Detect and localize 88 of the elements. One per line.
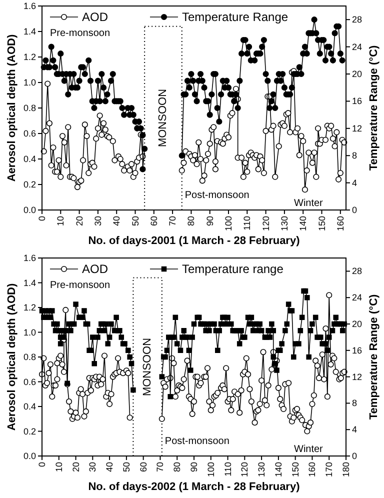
x-tick-label: 80: [186, 216, 196, 226]
y-tick-label: 0.2: [23, 426, 36, 436]
y-tick-label: 0.6: [23, 376, 36, 387]
x-tick-label: 90: [204, 216, 215, 226]
x-tick-label: 40: [112, 216, 122, 226]
x-tick-label: 60: [148, 216, 159, 226]
x-tick-label: 110: [222, 462, 233, 476]
y-axis-title: Aerosol optical depth (AOD): [6, 34, 18, 182]
y2-tick-label: 8: [352, 398, 358, 408]
y2-tick-label: 0: [352, 205, 358, 215]
annotation: MONSOON: [142, 338, 154, 396]
x-tick-label: 10: [56, 216, 66, 226]
x-tick-label: 40: [104, 462, 115, 472]
x-tick-label: 0: [37, 216, 47, 222]
x-tick-label: 70: [168, 216, 178, 226]
x-tick-label: 50: [130, 216, 140, 226]
y-tick-label: 1.4: [23, 26, 36, 36]
x-tick-label: 150: [316, 216, 327, 232]
y-tick-label: 1.6: [23, 1, 36, 11]
y-tick-label: 1.6: [23, 253, 36, 263]
x-tick-label: 20: [74, 216, 84, 226]
x-tick-label: 0: [37, 462, 47, 468]
x-tick-label: 150: [290, 462, 300, 478]
x-tick-label: 20: [70, 462, 81, 472]
y2-tick-label: 16: [352, 96, 362, 106]
x-tick-label: 130: [279, 216, 290, 232]
annotation: Pre-monsoon: [50, 28, 110, 39]
annotation: Post-monsoon: [164, 436, 230, 447]
y-axis-title: Aerosol optical depth (AOD): [6, 283, 18, 431]
y2-axis-title: Temperature Range (°C): [368, 294, 380, 420]
y2-tick-label: 28: [352, 14, 362, 25]
y-tick-label: 1.0: [23, 327, 36, 338]
y2-axis-title: Temperature Range (°C): [368, 45, 380, 171]
x-tick-label: 160: [335, 216, 346, 232]
y2-tick-label: 24: [352, 292, 362, 303]
y-tick-label: 1.2: [23, 302, 36, 312]
y2-tick-label: 4: [352, 424, 358, 435]
annotation: Winter: [294, 198, 324, 209]
y2-tick-label: 28: [352, 266, 362, 276]
x-tick-label: 70: [155, 462, 166, 472]
x-axis-title: No. of days-2001 (1 March - 28 February): [88, 235, 300, 247]
annotation: Pre-monsoon: [50, 280, 110, 291]
x-tick-label: 100: [206, 462, 216, 478]
x-tick-label: 140: [273, 462, 284, 478]
annotation: MONSOON: [157, 88, 170, 148]
y-tick-label: 0.0: [23, 205, 36, 215]
y-tick-label: 0.4: [23, 154, 36, 164]
x-tick-label: 80: [172, 462, 182, 472]
legend-label: AOD: [82, 10, 108, 24]
x-tick-label: 130: [256, 462, 267, 478]
y2-tick-label: 12: [352, 123, 362, 134]
y-tick-label: 0.0: [23, 451, 36, 461]
y-tick-label: 1.0: [23, 78, 36, 88]
x-tick-label: 10: [54, 462, 64, 472]
x-tick-label: 60: [138, 462, 148, 472]
y-tick-label: 0.6: [23, 128, 36, 138]
y-tick-label: 0.8: [23, 103, 36, 113]
x-tick-label: 160: [307, 462, 318, 478]
x-tick-label: 140: [298, 216, 308, 232]
y2-tick-label: 4: [352, 178, 358, 188]
y-tick-label: 1.4: [23, 278, 36, 288]
y2-tick-label: 16: [352, 345, 362, 356]
x-tick-label: 100: [224, 216, 234, 232]
y2-tick-label: 0: [352, 451, 358, 461]
y2-tick-label: 12: [352, 372, 362, 382]
y-tick-label: 0.2: [23, 180, 36, 190]
x-tick-label: 120: [260, 216, 271, 232]
y2-tick-label: 20: [352, 319, 362, 329]
y2-tick-label: 20: [352, 69, 362, 79]
annotation: Post-monsoon: [184, 190, 250, 201]
legend-label: Temperature range: [182, 262, 284, 276]
x-tick-label: 180: [341, 462, 351, 478]
x-tick-label: 120: [240, 462, 250, 478]
x-axis-title: No. of days-2002 (1 March - 28 February): [88, 481, 300, 493]
y2-tick-label: 8: [352, 150, 358, 161]
x-tick-label: 30: [92, 216, 103, 226]
y2-tick-label: 24: [352, 42, 362, 52]
legend-label: Temperature Range: [182, 10, 288, 24]
y-tick-label: 0.4: [23, 402, 36, 412]
x-tick-label: 30: [88, 462, 98, 472]
y-tick-label: 0.8: [23, 352, 36, 362]
x-tick-label: 50: [121, 462, 132, 472]
x-tick-label: 90: [189, 462, 199, 472]
y-tick-label: 1.2: [23, 52, 36, 62]
annotation: Winter: [294, 444, 324, 455]
x-tick-label: 170: [324, 462, 334, 478]
legend-label: AOD: [82, 262, 108, 276]
x-tick-label: 110: [242, 216, 252, 230]
